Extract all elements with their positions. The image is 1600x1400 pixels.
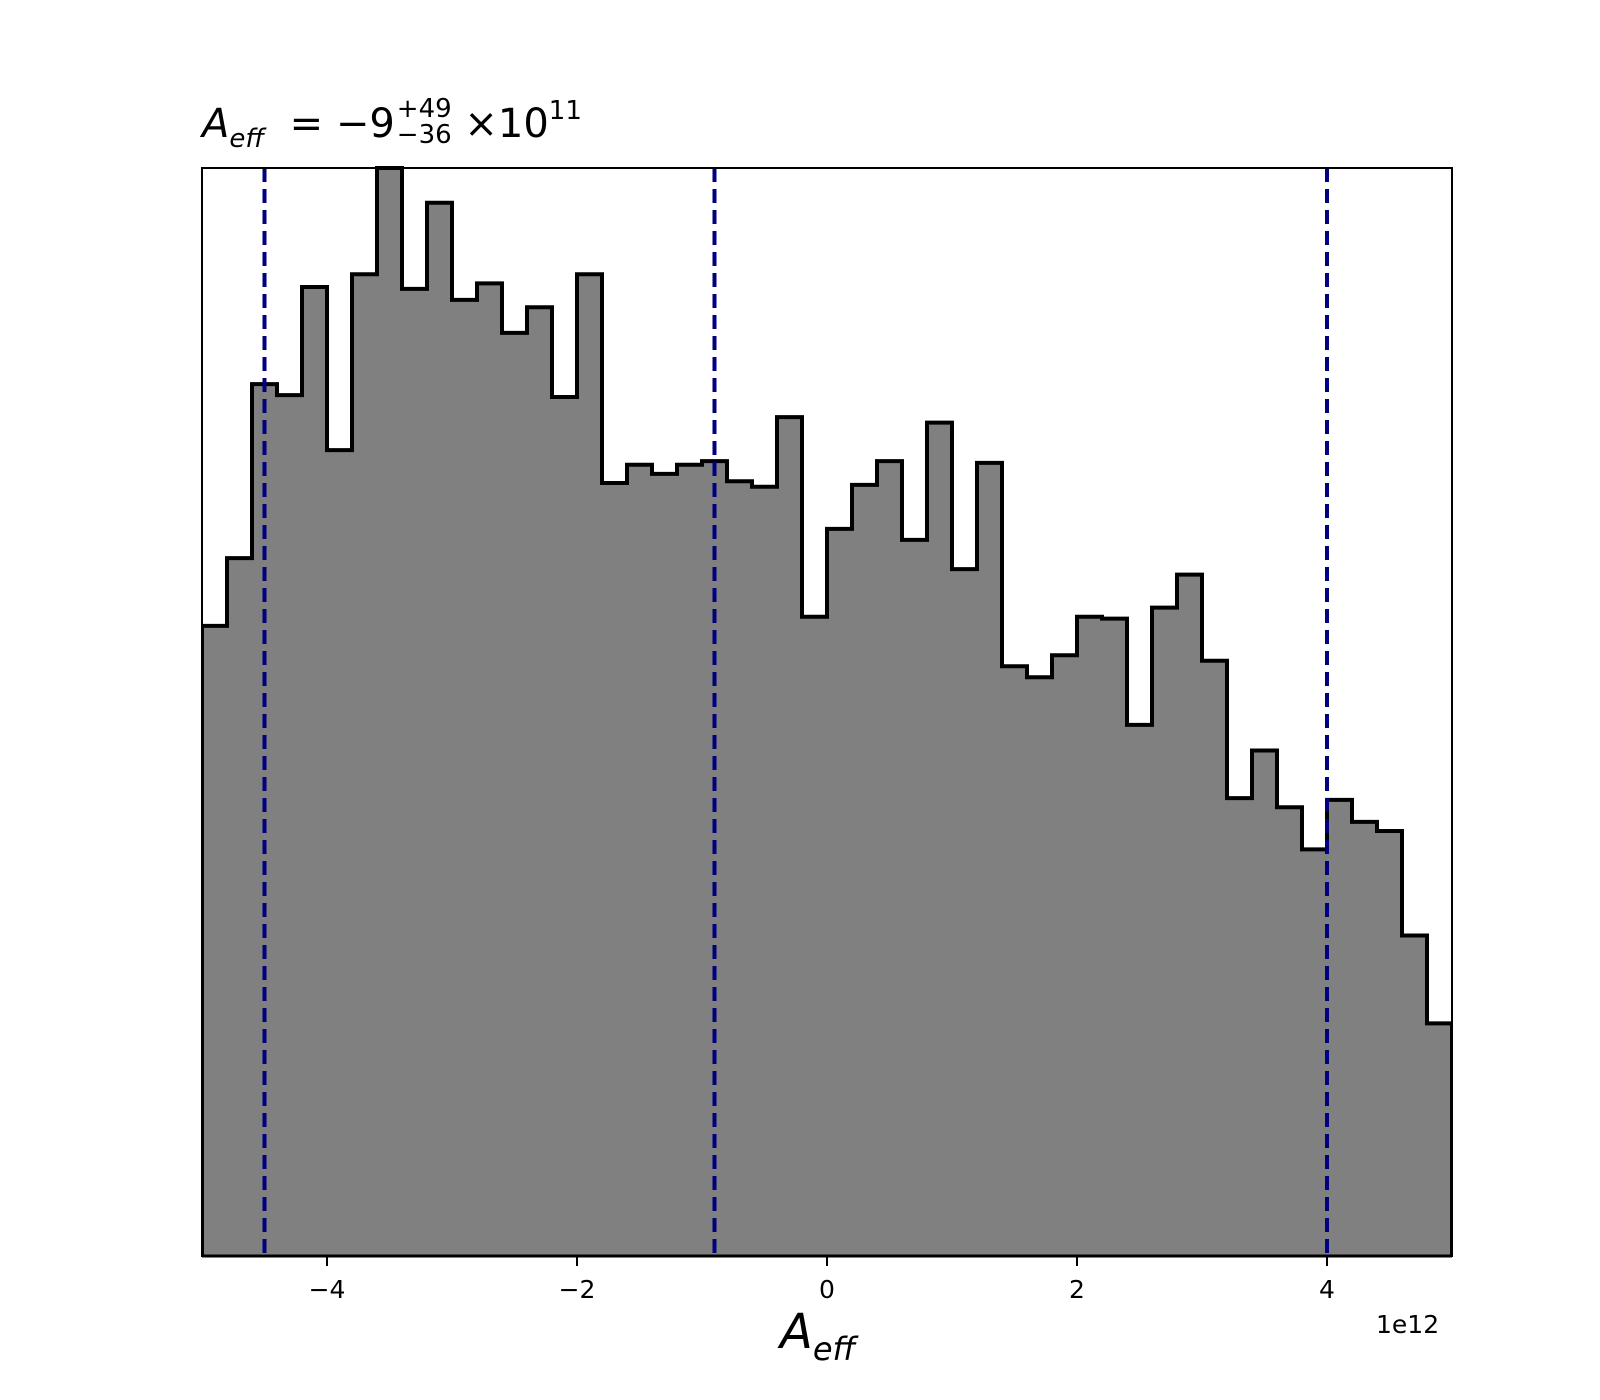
histogram-bar <box>1202 660 1228 1256</box>
histogram-bar <box>1352 821 1378 1256</box>
histogram-bar <box>1002 666 1028 1256</box>
histogram-bar <box>352 274 378 1256</box>
histogram-bar <box>227 558 253 1256</box>
title-exponent: 11 <box>548 96 582 126</box>
histogram-bar <box>1277 807 1303 1256</box>
histogram-bar <box>877 461 903 1256</box>
histogram-bar <box>552 396 578 1256</box>
histogram-bar <box>1402 935 1428 1256</box>
x-axis-label-main: A <box>780 1304 813 1360</box>
histogram-bar <box>377 168 403 1256</box>
histogram-bar <box>1052 655 1078 1256</box>
histogram-bar <box>477 283 503 1257</box>
histogram-bar <box>1252 750 1278 1256</box>
x-tick-label: 4 <box>1319 1275 1335 1304</box>
title-lower-err: −36 <box>396 120 452 150</box>
histogram-bar <box>1177 574 1203 1256</box>
histogram-bar <box>627 464 653 1256</box>
histogram-bar <box>802 616 828 1256</box>
histogram-bar <box>452 299 478 1256</box>
title-times: × <box>464 101 498 147</box>
histogram-bar <box>1327 799 1353 1256</box>
title-median: −9 <box>335 101 395 147</box>
histogram-bar <box>1427 1023 1453 1256</box>
title-errors: +49 −36 <box>397 96 452 148</box>
histogram-bar <box>502 332 528 1256</box>
histogram-bar <box>952 569 978 1256</box>
histogram-bar <box>977 462 1003 1256</box>
x-tick-label: −2 <box>559 1275 596 1304</box>
histogram-bar <box>927 422 953 1256</box>
histogram-bar <box>402 288 428 1256</box>
histogram-bar <box>677 464 703 1256</box>
histogram-bar <box>1377 831 1403 1256</box>
x-axis-label: Aeff <box>780 1308 856 1365</box>
histogram-outline <box>202 166 1452 1256</box>
histogram-bar <box>202 625 228 1256</box>
histogram-bar <box>1077 616 1103 1256</box>
chart-title: Aeff = −9 +49 −36 ×1011 <box>202 96 582 154</box>
title-equals: = <box>289 101 324 147</box>
x-axis-label-sub: eff <box>812 1330 856 1368</box>
histogram-bar <box>1302 849 1328 1256</box>
histogram-bar <box>527 307 553 1256</box>
title-base: 10 <box>497 101 549 147</box>
histogram-bar <box>1127 724 1153 1256</box>
histogram-bar <box>727 481 753 1256</box>
histogram-bar <box>652 473 678 1257</box>
title-variable: A <box>202 101 230 147</box>
histogram-bar <box>777 417 803 1256</box>
histogram-bar <box>302 287 328 1256</box>
histogram-bar <box>1152 607 1178 1256</box>
histogram-bar <box>902 539 928 1256</box>
x-tick-label: −4 <box>309 1275 346 1304</box>
title-upper-err: +49 <box>396 94 452 124</box>
title-variable-sub: eff <box>229 124 265 154</box>
x-tick-label: 0 <box>819 1275 835 1304</box>
x-tick-label: 2 <box>1069 1275 1085 1304</box>
histogram-bar <box>827 528 853 1256</box>
histogram-bar <box>577 274 603 1256</box>
histogram-bar <box>327 450 353 1256</box>
histogram-bar <box>1227 798 1253 1256</box>
x-axis-offset-label: 1e12 <box>1376 1310 1440 1339</box>
histogram-bar <box>602 483 628 1256</box>
histogram-bar <box>277 395 303 1256</box>
histogram-bar <box>427 202 453 1256</box>
histogram-bar <box>1102 618 1128 1256</box>
histogram-bar <box>1027 677 1053 1256</box>
histogram-bar <box>752 486 778 1257</box>
histogram-bar <box>852 484 878 1256</box>
